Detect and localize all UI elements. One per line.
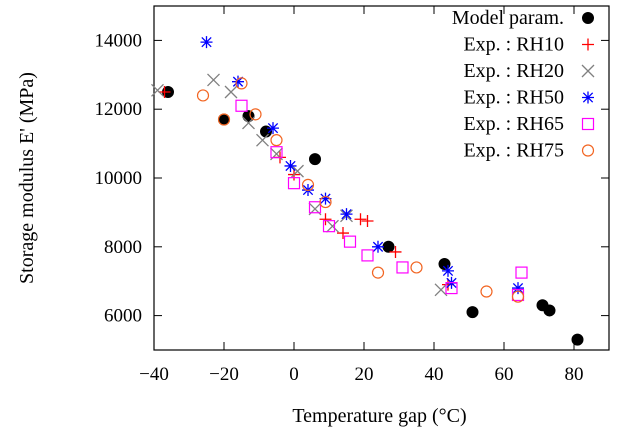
- x-tick-label: −20: [209, 364, 239, 385]
- data-point: [235, 99, 248, 112]
- legend: Model param. Exp. : RH10 Exp. : RH20 Exp. :…: [452, 7, 595, 162]
- data-point: [445, 281, 458, 295]
- legend-marker: [582, 12, 594, 24]
- legend-marker: [582, 91, 594, 104]
- legend-label: Exp. : RH50: [463, 87, 564, 109]
- data-point: [270, 146, 283, 159]
- data-point: [480, 285, 493, 298]
- data-point: [224, 85, 238, 99]
- series-exp-rh10: [158, 86, 454, 291]
- data-point: [389, 245, 402, 258]
- data-point: [354, 213, 367, 226]
- legend-label: Exp. : RH20: [463, 60, 564, 82]
- data-point: [267, 122, 279, 135]
- data-point: [511, 290, 525, 303]
- data-point: [442, 264, 454, 277]
- data-point: [371, 266, 385, 279]
- x-tick-label: 20: [355, 364, 374, 385]
- x-tick-label: 60: [495, 364, 514, 385]
- data-point: [361, 249, 374, 262]
- data-point: [270, 134, 283, 147]
- x-axis-title: Temperature gap (°C): [292, 405, 466, 427]
- data-point: [396, 261, 409, 274]
- series-exp-rh75: [196, 77, 525, 303]
- data-point: [372, 240, 384, 253]
- data-point: [309, 153, 321, 166]
- data-point: [340, 208, 353, 221]
- data-point: [466, 306, 479, 319]
- data-point: [434, 283, 448, 297]
- y-tick-label: 14000: [95, 30, 143, 51]
- data-point: [382, 240, 395, 253]
- data-point: [291, 164, 304, 178]
- data-point: [319, 213, 332, 226]
- data-point: [410, 261, 423, 274]
- y-tick-label: 10000: [95, 168, 143, 189]
- legend-marker: [581, 144, 595, 157]
- x-tick-label: 40: [425, 364, 444, 385]
- data-point: [319, 195, 332, 209]
- data-point: [232, 75, 244, 88]
- data-point: [242, 110, 255, 123]
- y-tick-label: 12000: [95, 99, 143, 120]
- legend-label: Exp. : RH10: [463, 34, 564, 56]
- axis-ticks: −40 −20 0 20 40 60 80 6000 8000 10000 12000 14000: [95, 6, 609, 385]
- data-points: [151, 36, 584, 346]
- data-point: [287, 177, 301, 190]
- x-tick-label: −40: [139, 364, 169, 385]
- legend-label: Exp. : RH65: [463, 113, 564, 135]
- data-point: [249, 108, 262, 121]
- data-point: [343, 235, 357, 248]
- data-point: [337, 227, 349, 240]
- x-tick-label: 80: [565, 364, 584, 385]
- data-point: [235, 77, 248, 90]
- data-point: [207, 73, 220, 87]
- legend-marker: [582, 38, 594, 51]
- legend-label: Exp. : RH75: [463, 140, 564, 162]
- data-point: [322, 220, 336, 233]
- data-point: [301, 178, 315, 191]
- data-point: [196, 89, 210, 102]
- data-point: [308, 201, 322, 214]
- y-tick-label: 6000: [104, 306, 142, 327]
- y-axis-title: Storage modulus E' (MPa): [16, 72, 38, 284]
- data-point: [442, 278, 454, 291]
- y-tick-label: 8000: [104, 237, 142, 258]
- data-point: [543, 304, 556, 317]
- data-point: [326, 219, 339, 233]
- data-point: [515, 266, 528, 279]
- plot-axes: Temperature gap (°C) Storage modulus E' (…: [16, 5, 610, 427]
- data-point: [200, 36, 213, 49]
- data-point: [158, 86, 171, 98]
- legend-marker: [581, 64, 595, 78]
- data-point: [512, 282, 524, 295]
- x-tick-label: 0: [289, 364, 299, 385]
- data-point: [256, 133, 269, 147]
- legend-label: Model param.: [452, 7, 564, 29]
- plot-frame: [153, 5, 610, 351]
- data-point: [571, 333, 584, 346]
- legend-marker: [581, 117, 595, 131]
- data-point: [217, 113, 231, 126]
- data-point: [284, 159, 297, 172]
- data-point: [438, 258, 451, 270]
- data-point: [319, 192, 332, 205]
- data-point: [151, 83, 164, 97]
- data-point: [361, 215, 374, 227]
